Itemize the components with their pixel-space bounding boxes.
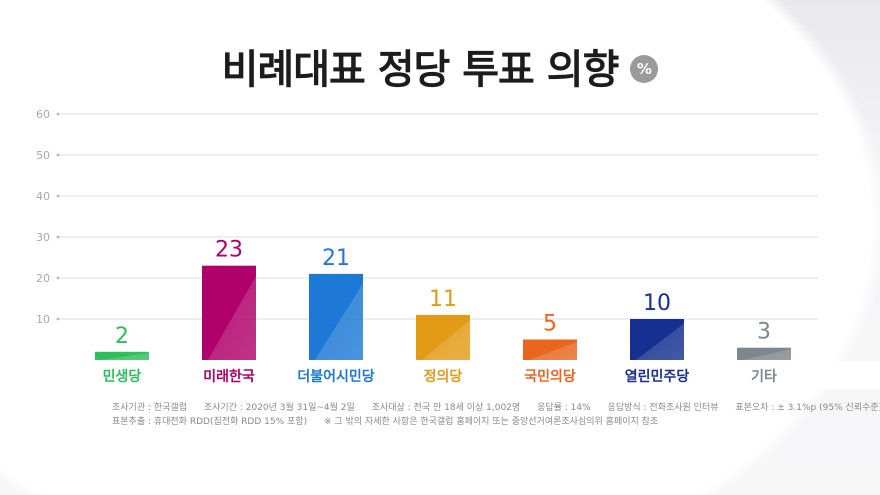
y-tick-label: 40 [36,190,50,203]
value-label: 5 [543,312,557,337]
unit-badge: % [630,55,659,83]
bar [309,273,363,360]
note-error: 표본오차 : ± 3.1%p (95% 신뢰수준) [735,403,880,413]
notes-line-1: 조사기관 : 한국갤럽 조사기간 : 2020년 3월 31일~4월 2일 조사… [112,401,880,415]
value-label: 23 [215,238,243,263]
value-label: 10 [643,291,671,316]
category-label: 열린민주당 [625,368,690,385]
note-response-rate: 응답률 : 14% [537,403,591,413]
bar [95,351,149,360]
value-label: 11 [429,287,457,312]
note-method: 응답방식 : 전화조사원 인터뷰 [607,403,719,413]
y-tick-label: 50 [36,149,50,162]
tick-dot [56,317,60,321]
category-label: 미래한국 [203,369,255,385]
y-tick-label: 30 [36,231,50,244]
category-label: 기타 [751,369,777,385]
bar [737,347,791,360]
notes-line-2: 표본추출 : 휴대전화 RDD(집전화 RDD 15% 포함) ※ 그 밖의 자… [112,415,852,429]
bar [202,265,256,360]
y-tick-label: 20 [36,272,50,285]
note-sampling: 표본추출 : 휴대전화 RDD(집전화 RDD 15% 포함) [112,417,308,427]
bar [523,339,577,360]
tick-dot [56,112,60,116]
tick-dot [56,276,60,280]
bar [630,319,684,360]
tick-dot [56,235,60,239]
category-label-band [0,361,880,389]
category-label: 더불어시민당 [297,368,374,385]
category-label: 국민의당 [524,368,576,385]
chart-title: 비례대표 정당 투표 의향 [221,47,620,93]
title-row: 비례대표 정당 투표 의향 % [0,38,880,94]
y-tick-label: 60 [36,108,50,121]
category-label: 정의당 [424,368,463,385]
value-label: 2 [115,324,129,349]
category-label: 민생당 [103,368,142,385]
note-period: 조사기간 : 2020년 3월 31일~4월 2일 [203,403,355,413]
note-target: 조사대상 : 전국 만 18세 이상 1,002명 [371,403,521,413]
y-tick-label: 10 [36,313,50,326]
note-agency: 조사기관 : 한국갤럽 [112,403,187,413]
tick-dot [56,153,60,157]
tick-dot [56,194,60,198]
bar [416,314,470,360]
note-reference: ※ 그 밖의 자세한 사항은 한국갤럽 홈페이지 또는 중앙선거여론조사심의위 … [323,417,659,427]
survey-notes: 조사기관 : 한국갤럽 조사기간 : 2020년 3월 31일~4월 2일 조사… [112,401,880,429]
value-label: 21 [322,246,350,271]
value-label: 3 [757,320,771,345]
